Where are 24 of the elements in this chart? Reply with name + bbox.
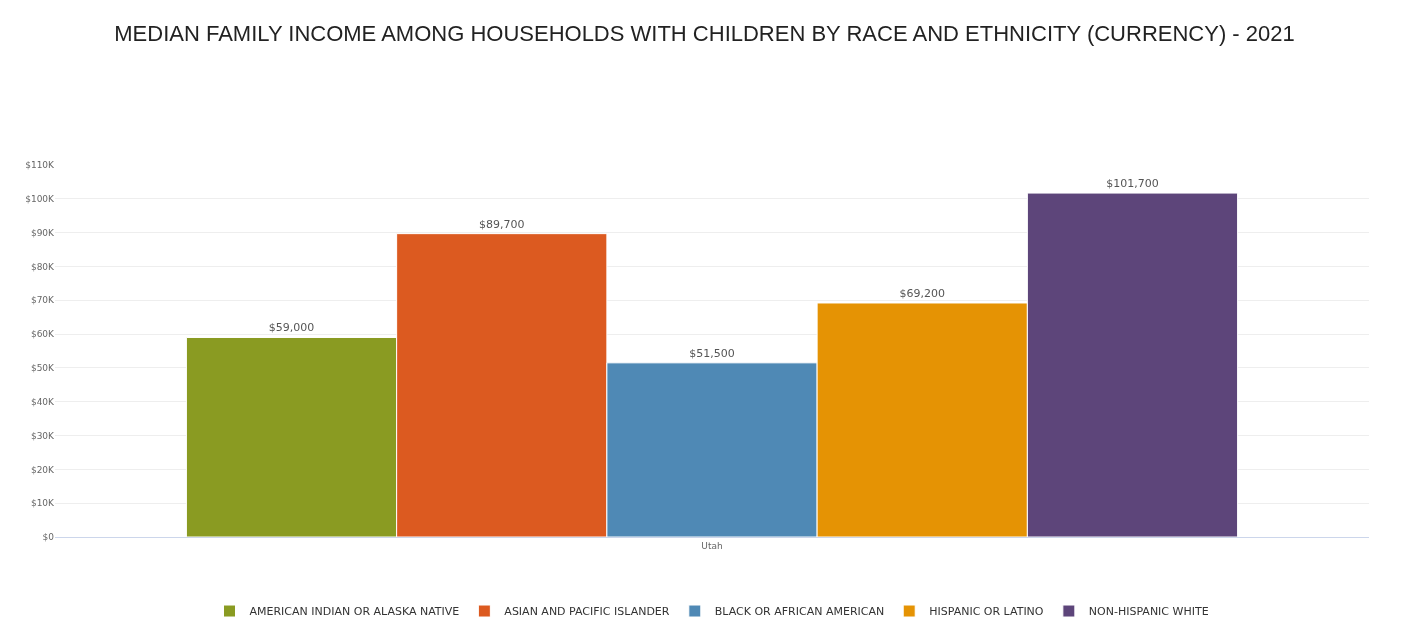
data-label: $59,000	[268, 321, 315, 335]
data-label: $51,500	[689, 346, 735, 360]
data-label: $69,200	[899, 286, 945, 300]
legend-label: HISPANIC OR LATINO	[929, 605, 1044, 619]
legend-label: ASIAN AND PACIFIC ISLANDER	[504, 605, 670, 619]
data-label: $101,700	[1106, 177, 1159, 191]
x-tick-label: Utah	[701, 540, 723, 551]
chart-title: MEDIAN FAMILY INCOME AMONG HOUSEHOLDS WITH CHILDREN BY RACE AND ETHNICITY (CURRENCY) - 2021	[114, 20, 1295, 46]
y-tick-label: $10K	[30, 498, 56, 509]
y-tick-label: $100K	[25, 193, 56, 204]
y-tick-label: $0	[42, 532, 55, 543]
y-tick-label: $110K	[25, 160, 56, 171]
y-tick-label: $60K	[30, 329, 56, 340]
y-tick-label: $30K	[30, 430, 56, 441]
legend-label: BLACK OR AFRICAN AMERICAN	[714, 605, 885, 619]
y-tick-label: $90K	[30, 227, 56, 238]
y-tick-label: $70K	[30, 295, 56, 306]
legend-label: NON-HISPANIC WHITE	[1088, 605, 1209, 619]
data-label: $89,700	[479, 217, 525, 231]
legend-label: AMERICAN INDIAN OR ALASKA NATIVE	[249, 605, 460, 619]
y-tick-label: $20K	[30, 464, 56, 475]
y-tick-label: $50K	[30, 363, 56, 374]
y-tick-label: $80K	[30, 261, 56, 272]
y-tick-label: $40K	[30, 396, 56, 407]
